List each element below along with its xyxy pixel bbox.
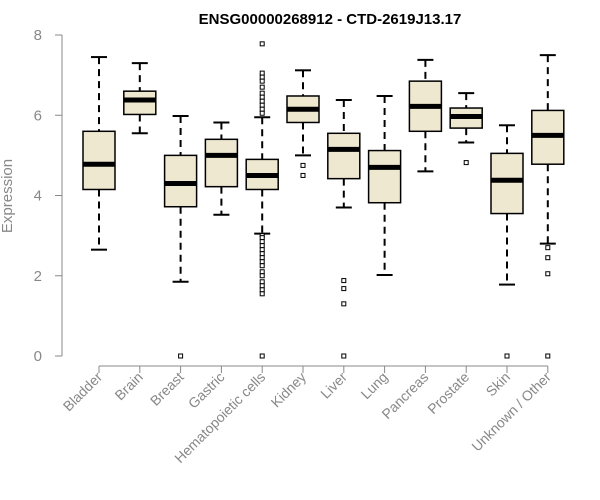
outlier-point	[259, 41, 265, 47]
outlier-point	[300, 172, 306, 178]
box-iqr	[367, 149, 402, 204]
box-iqr	[82, 130, 116, 191]
box-2	[123, 62, 157, 135]
box-iqr	[327, 132, 361, 180]
box-11	[490, 124, 524, 359]
box-iqr	[204, 138, 239, 188]
outlier-point	[259, 291, 265, 297]
box-9	[408, 58, 443, 173]
box-5	[245, 41, 279, 359]
outlier-point	[259, 84, 265, 90]
outlier-point	[259, 287, 265, 293]
y-tick-label: 6	[34, 107, 42, 124]
outlier-point	[259, 94, 265, 100]
y-tick-label: 0	[34, 348, 42, 365]
box-3	[163, 115, 198, 359]
x-tick-label: Brain	[111, 369, 145, 403]
outlier-point	[259, 239, 265, 245]
box-8	[367, 94, 402, 276]
outlier-point	[259, 106, 265, 112]
chart-title: ENSG00000268912 - CTD-2619J13.17	[199, 11, 462, 28]
box-4	[204, 121, 239, 216]
outlier-point	[259, 110, 265, 116]
box-12	[531, 54, 565, 359]
y-axis-label: Expression	[0, 159, 16, 233]
outlier-point	[259, 90, 265, 96]
outlier-point	[545, 255, 551, 261]
outlier-point	[259, 102, 265, 108]
y-tick-label: 2	[34, 268, 42, 285]
outlier-point	[259, 279, 265, 285]
outlier-point	[545, 271, 551, 277]
outlier-point	[545, 245, 551, 251]
outlier-point	[463, 160, 469, 166]
outlier-point	[259, 259, 265, 265]
outlier-point	[341, 278, 347, 284]
outlier-point	[178, 353, 184, 359]
box-group	[82, 41, 565, 359]
outlier-point	[341, 301, 347, 307]
box-6	[286, 69, 320, 178]
outlier-point	[259, 235, 265, 241]
x-tick-label: Bladder	[60, 369, 106, 415]
x-tick-label: Kidney	[268, 369, 310, 411]
outlier-point	[259, 70, 265, 76]
outlier-point	[259, 255, 265, 261]
outlier-point	[259, 283, 265, 289]
outlier-point	[545, 353, 551, 359]
outlier-point	[259, 243, 265, 249]
x-tick-label: Skin	[483, 369, 514, 400]
box-iqr	[490, 152, 524, 215]
outlier-point	[259, 74, 265, 80]
outlier-point	[504, 353, 510, 359]
x-tick-label: Liver	[317, 369, 350, 402]
y-tick-label: 8	[34, 27, 42, 44]
y-axis: 0 2 4 6 8	[34, 27, 63, 365]
box-7	[327, 99, 361, 359]
outlier-point	[259, 269, 265, 275]
outlier-point	[259, 98, 265, 104]
outlier-point	[259, 78, 265, 84]
outlier-point	[341, 353, 347, 359]
x-tick-label: Prostate	[424, 369, 472, 417]
box-1	[82, 56, 116, 251]
outlier-point	[259, 251, 265, 257]
box-iqr	[123, 90, 157, 116]
x-tick-label: Breast	[147, 369, 187, 409]
x-tick-label: Lung	[357, 369, 390, 402]
outlier-point	[341, 286, 347, 292]
outlier-point	[259, 247, 265, 253]
outlier-point	[259, 263, 265, 269]
box-10	[449, 92, 483, 166]
outlier-point	[259, 353, 265, 359]
y-tick-label: 4	[34, 188, 42, 205]
outlier-point	[300, 162, 306, 168]
outlier-point	[259, 273, 265, 279]
